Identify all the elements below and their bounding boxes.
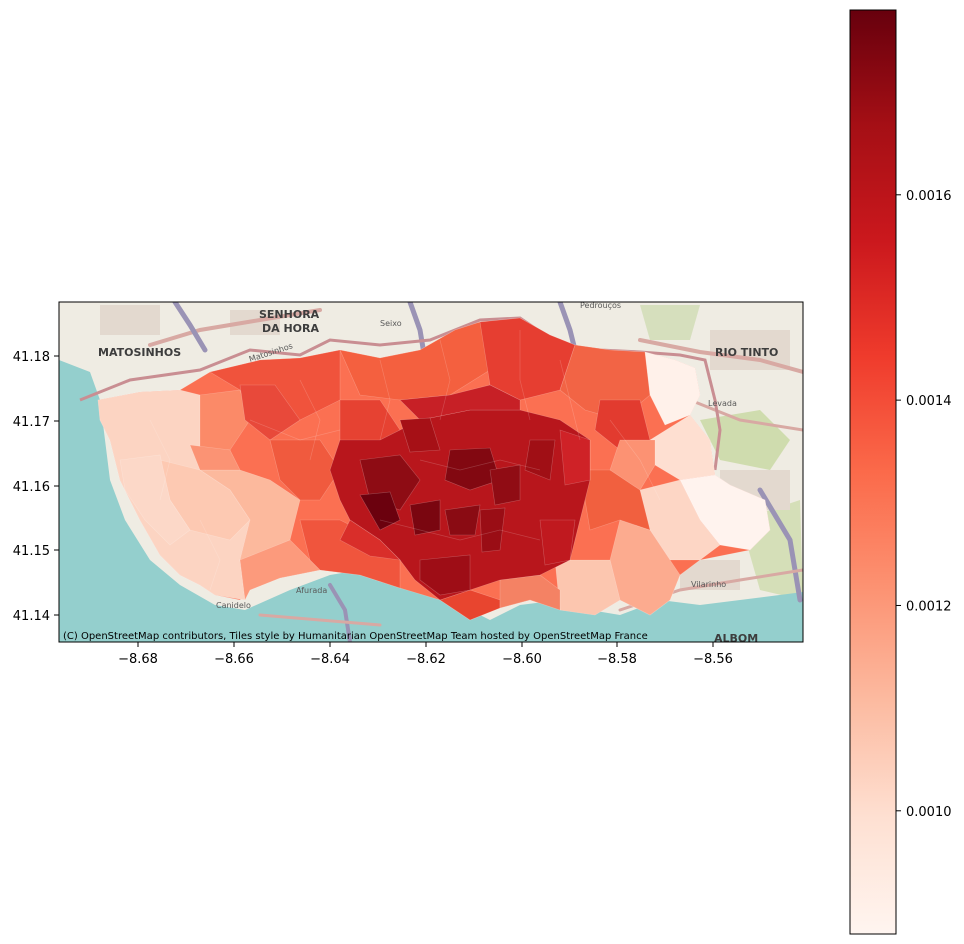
district-region (679, 474, 771, 551)
x-tick-label: −8.62 (406, 652, 446, 667)
place-label-levada: Levada (708, 399, 737, 408)
map-frame (58, 301, 804, 643)
district-region (399, 417, 441, 453)
y-axis: 41.18 41.17 41.16 41.15 41.14 (13, 350, 59, 624)
place-label-albom: ALBOM (714, 632, 758, 645)
district-region (524, 439, 556, 481)
place-label-pedroucos: Pedrouços (580, 301, 621, 310)
x-tick-label: −8.56 (693, 652, 733, 667)
x-tick-label: −8.66 (214, 652, 254, 667)
y-tick-label: 41.14 (13, 609, 50, 624)
place-label-matosinhos: MATOSINHOS (98, 346, 181, 359)
district-region (359, 491, 401, 531)
x-tick-label: −8.60 (502, 652, 542, 667)
district-region (189, 444, 241, 471)
choropleth-layer (97, 317, 771, 621)
colorbar-ticks: 0.0010 0.0012 0.0014 0.0016 (896, 189, 952, 820)
place-label-vilarinho: Vilarinho (691, 580, 726, 589)
colorbar-gradient (849, 9, 897, 935)
colorbar-tick-label: 0.0012 (906, 599, 952, 614)
district-region (539, 519, 576, 566)
map-axes: MATOSINHOS SENHORA DA HORA RIO TINTO ALB… (13, 301, 804, 667)
district-region (269, 439, 341, 501)
colorbar-tick-label: 0.0014 (906, 394, 952, 409)
map-attribution: (C) OpenStreetMap contributors, Tiles st… (63, 631, 648, 642)
y-tick-label: 41.15 (13, 544, 50, 559)
district-region (239, 539, 321, 602)
y-tick-label: 41.17 (13, 415, 50, 430)
colorbar: 0.0010 0.0012 0.0014 0.0016 (849, 9, 952, 935)
district-region (444, 504, 481, 536)
x-tick-label: −8.68 (118, 652, 158, 667)
district-region (644, 351, 701, 426)
district-region (339, 519, 401, 561)
x-axis: −8.68 −8.66 −8.64 −8.62 −8.60 −8.58 −8.5… (118, 642, 733, 667)
district-region (119, 454, 191, 546)
municipal-border (79, 316, 722, 471)
green-area (640, 305, 700, 340)
district-region (479, 507, 506, 553)
y-tick-label: 41.16 (13, 480, 50, 495)
district-boundaries (149, 330, 661, 591)
place-label-seixo: Seixo (380, 319, 402, 328)
place-label-canidelo: Canidelo (216, 601, 251, 610)
x-tick-label: −8.58 (597, 652, 637, 667)
district-region (609, 439, 656, 491)
district-region (419, 554, 471, 596)
place-label-rio-tinto: RIO TINTO (715, 346, 778, 359)
place-label-senhora: SENHORA (259, 308, 320, 321)
colorbar-tick-label: 0.0016 (906, 189, 952, 204)
district-region (489, 464, 521, 506)
place-label-da-hora: DA HORA (262, 322, 320, 335)
x-tick-label: −8.64 (310, 652, 350, 667)
district-region (409, 499, 441, 536)
district-region (239, 384, 301, 441)
colorbar-tick-label: 0.0010 (906, 805, 952, 820)
place-label-afurada: Afurada (296, 586, 327, 595)
y-tick-label: 41.18 (13, 350, 50, 365)
district-region (199, 389, 251, 451)
district-region (559, 429, 591, 486)
district-region (444, 447, 501, 491)
sea (59, 360, 803, 642)
